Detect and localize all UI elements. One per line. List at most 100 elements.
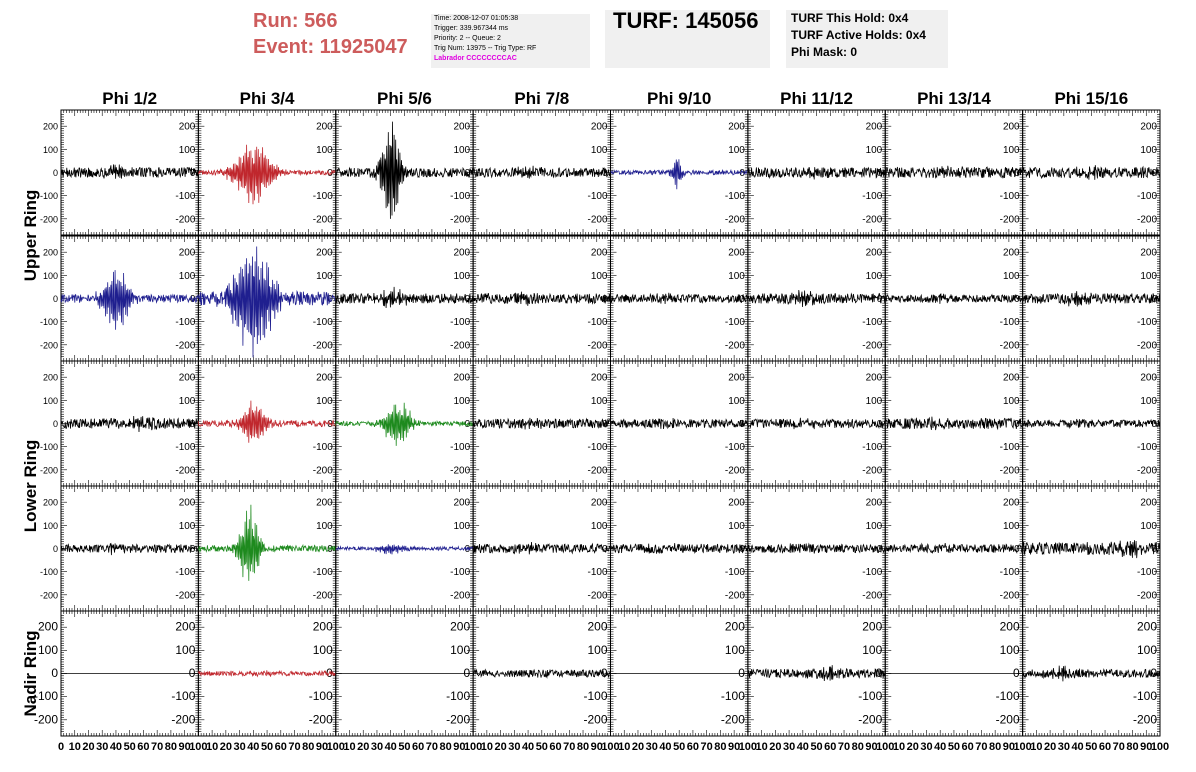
y-tick-label: -100 xyxy=(1000,317,1020,328)
y-tick-label: 100 xyxy=(316,145,333,156)
y-tick-label: -100 xyxy=(862,191,882,202)
column-header: Phi 5/6 xyxy=(377,89,432,108)
y-tick-label: 200 xyxy=(728,373,745,384)
waveform-trace xyxy=(1022,165,1161,180)
info-labrador: Labrador CCCCCCCCAC xyxy=(434,55,517,62)
y-tick-label: 200 xyxy=(1140,122,1157,133)
y-tick-label: -100 xyxy=(175,317,195,328)
y-tick-label: -100 xyxy=(1137,317,1157,328)
turf-hold-panel: TURF This Hold: 0x4 TURF Active Holds: 0… xyxy=(786,10,948,68)
y-tick-label: 100 xyxy=(591,145,608,156)
y-tick-label: -100 xyxy=(175,191,195,202)
y-tick-label: 0 xyxy=(190,419,196,430)
y-tick-label-left: -200 xyxy=(40,214,58,224)
y-tick-label: 0 xyxy=(877,294,883,305)
y-tick-label: 100 xyxy=(1003,271,1020,282)
phi-mask: Phi Mask: 0 xyxy=(791,45,858,59)
waveform-trace xyxy=(1022,291,1161,307)
waveform-trace xyxy=(335,402,474,446)
waveform-trace xyxy=(60,164,199,179)
y-tick-label: 0 xyxy=(739,168,745,179)
y-tick-label: 100 xyxy=(1140,271,1157,282)
y-tick-label: -100 xyxy=(450,442,470,453)
y-tick-label: 200 xyxy=(316,122,333,133)
y-tick-label: -100 xyxy=(313,317,333,328)
waveform-trace xyxy=(198,400,337,443)
y-tick-label: 0 xyxy=(1014,168,1020,179)
y-tick-label: -200 xyxy=(1000,340,1020,351)
y-tick-label: 200 xyxy=(866,373,883,384)
info-priority: Priority: 2 -- Queue: 2 xyxy=(434,35,501,42)
y-tick-label: 100 xyxy=(179,396,196,407)
y-tick-label: 100 xyxy=(591,271,608,282)
y-tick-label: -200 xyxy=(313,214,333,225)
y-tick-label: 100 xyxy=(1003,145,1020,156)
turf-panel: TURF: 145056 xyxy=(605,8,770,68)
waveform-trace xyxy=(884,165,1023,179)
y-tick-label: -100 xyxy=(1000,191,1020,202)
y-tick-label: 0 xyxy=(1014,294,1020,305)
y-tick-label: -200 xyxy=(725,465,745,476)
y-tick-label-left: 100 xyxy=(43,271,58,281)
y-tick-label: 100 xyxy=(316,396,333,407)
y-tick-label: 200 xyxy=(316,248,333,259)
waveform-trace xyxy=(472,165,611,179)
waveform-trace xyxy=(610,417,749,430)
event-number: Event: 11925047 xyxy=(253,36,408,58)
y-tick-label-left: -100 xyxy=(40,191,58,201)
y-tick-label: -200 xyxy=(587,465,607,476)
y-tick-label: -100 xyxy=(175,442,195,453)
y-tick-label: 200 xyxy=(591,248,608,259)
y-tick-label: 200 xyxy=(591,373,608,384)
waveform-trace xyxy=(472,291,611,306)
y-tick-label: -200 xyxy=(587,214,607,225)
y-tick-label: -200 xyxy=(1137,214,1157,225)
y-tick-label: 100 xyxy=(1140,145,1157,156)
y-tick-label: 200 xyxy=(179,122,196,133)
waveform-trace xyxy=(335,121,474,219)
waveform-trace xyxy=(60,270,199,330)
y-tick-label: 200 xyxy=(1003,373,1020,384)
y-tick-label: -200 xyxy=(725,340,745,351)
y-tick-label: 200 xyxy=(453,122,470,133)
column-header: Phi 15/16 xyxy=(1054,89,1128,108)
trigger-info-panel: Time: 2008-12-07 01:05:38 Trigger: 339.9… xyxy=(431,14,590,68)
y-tick-label: -100 xyxy=(587,442,607,453)
y-tick-label: 200 xyxy=(591,122,608,133)
y-tick-label-left: -100 xyxy=(40,317,58,327)
y-tick-label: 200 xyxy=(453,373,470,384)
y-tick-label: 100 xyxy=(179,271,196,282)
y-tick-label: -100 xyxy=(725,191,745,202)
column-header: Phi 11/12 xyxy=(780,89,853,108)
y-tick-label: -100 xyxy=(313,442,333,453)
y-tick-label: 100 xyxy=(728,145,745,156)
y-tick-label-left: 100 xyxy=(43,145,58,155)
info-trig-num: Trig Num: 13975 -- Trig Type: RF xyxy=(434,45,537,52)
y-tick-label: -200 xyxy=(313,465,333,476)
info-trigger: Trigger: 339.967344 ms xyxy=(434,25,509,32)
y-tick-label: 100 xyxy=(179,145,196,156)
waveform-trace xyxy=(60,415,199,433)
y-tick-label: -200 xyxy=(313,340,333,351)
y-tick-label: -200 xyxy=(450,214,470,225)
run-number: Run: 566 xyxy=(253,10,338,32)
y-tick-label: -100 xyxy=(450,191,470,202)
waveform-trace xyxy=(747,417,886,430)
y-tick-label: -200 xyxy=(1000,214,1020,225)
y-tick-label: 200 xyxy=(453,248,470,259)
